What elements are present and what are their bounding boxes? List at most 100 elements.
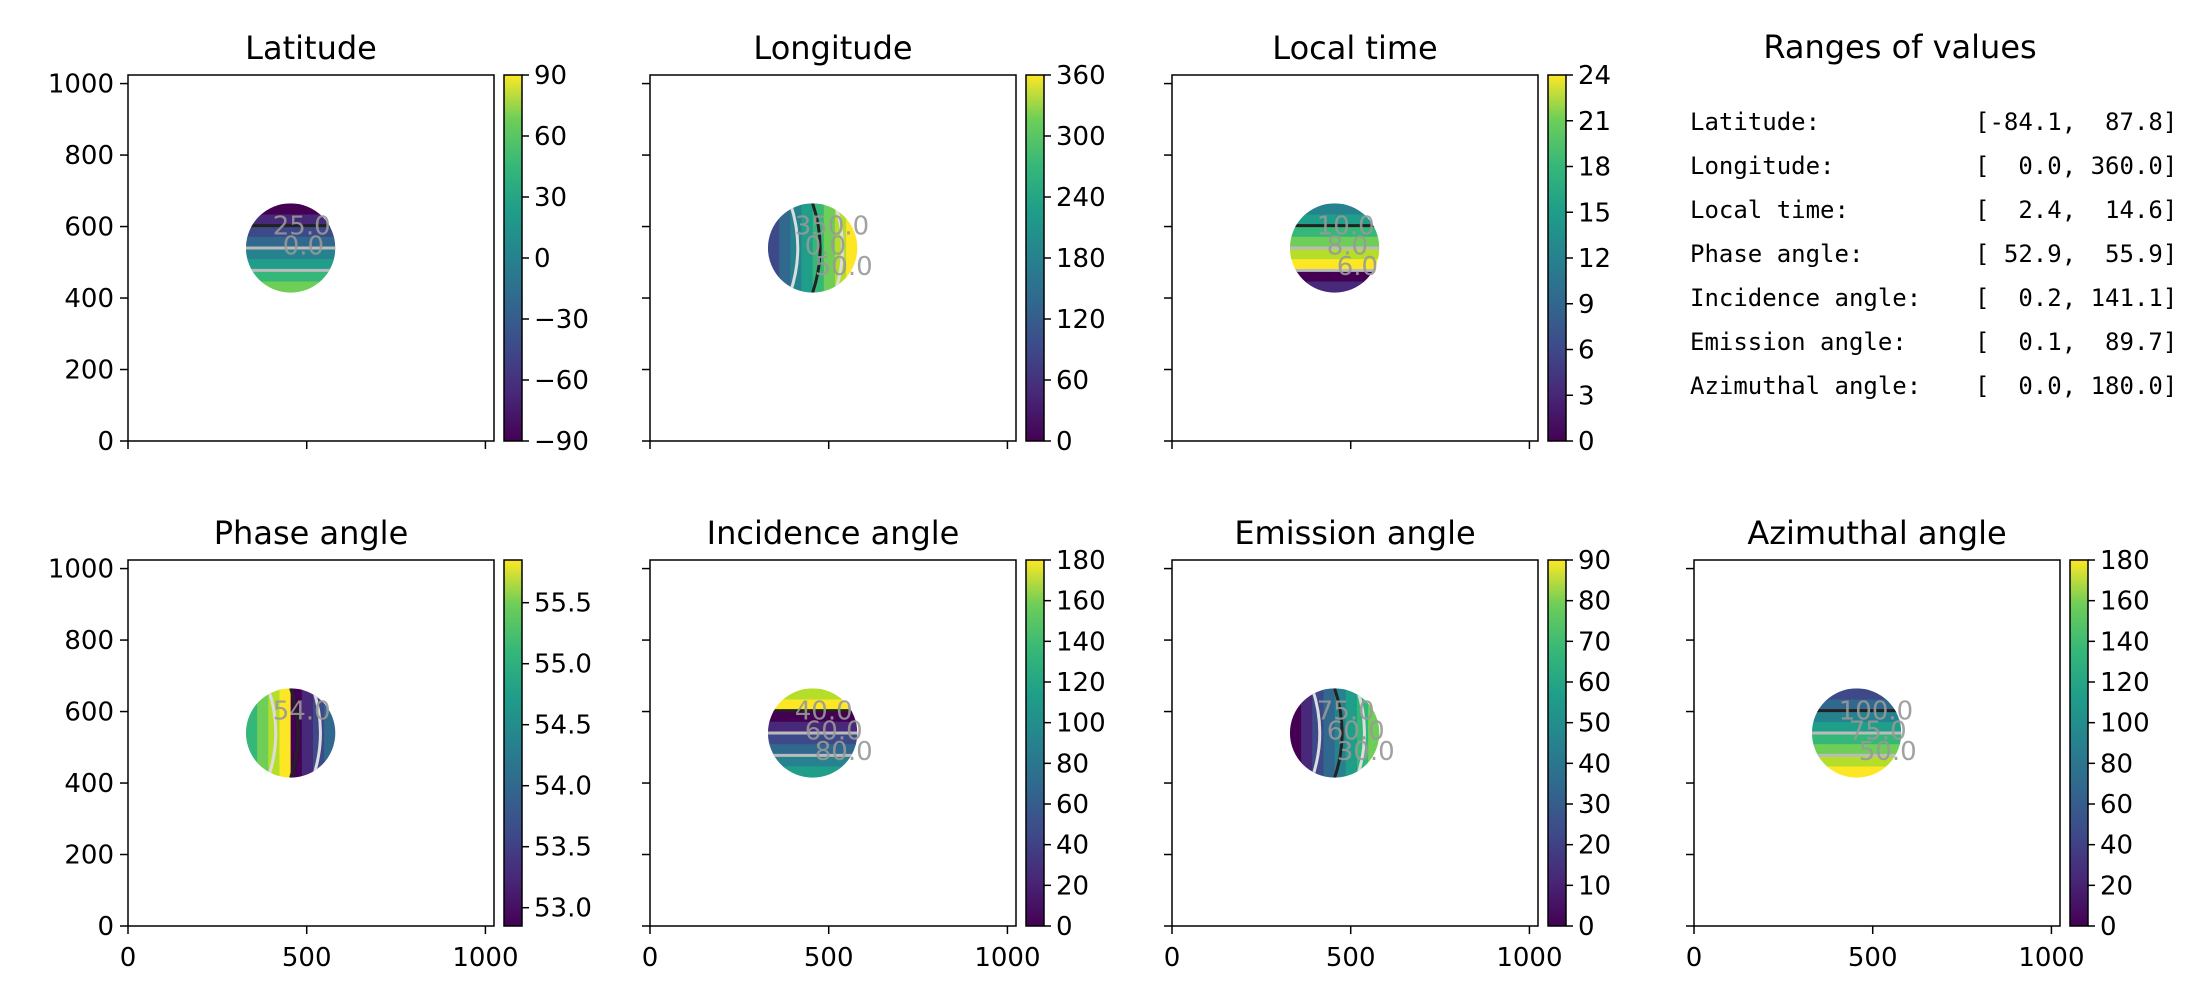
disc-band bbox=[767, 744, 858, 757]
colorbar bbox=[1547, 559, 1567, 927]
contour-line bbox=[1310, 688, 1322, 778]
colorbar-tick-label: 0 bbox=[1578, 912, 1595, 942]
ranges-title: Ranges of values bbox=[1763, 28, 2037, 66]
contour-label: 25.0 bbox=[273, 212, 331, 242]
colorbar-tick-label: 10 bbox=[1578, 871, 1611, 901]
disc-band bbox=[1811, 766, 1902, 778]
range-value: [-84.1, 87.8] bbox=[1975, 108, 2178, 136]
colorbar bbox=[1025, 559, 1045, 927]
colorbar-tick-label: 0 bbox=[534, 244, 551, 274]
colorbar-tick-label: 160 bbox=[2100, 587, 2150, 617]
x-tick-label: 1000 bbox=[1496, 943, 1562, 973]
disc-band bbox=[1811, 721, 1902, 734]
disc-band bbox=[1811, 744, 1902, 757]
colorbar-tick-label: 3 bbox=[1578, 381, 1595, 411]
disc-band bbox=[1301, 688, 1314, 778]
colorbar-tick-label: 120 bbox=[2100, 668, 2150, 698]
range-label: Incidence angle: bbox=[1690, 284, 1922, 312]
disc-band bbox=[1289, 281, 1380, 293]
axes-frame bbox=[649, 559, 1017, 927]
range-value: [ 0.0, 180.0] bbox=[1975, 372, 2178, 400]
disc-band bbox=[1289, 214, 1380, 227]
x-tick-label: 500 bbox=[804, 943, 854, 973]
contour-label: 350.0 bbox=[795, 212, 869, 242]
colorbar-tick-label: 0 bbox=[1056, 912, 1073, 942]
contour-label: 60.0 bbox=[1327, 717, 1385, 747]
range-label: Azimuthal angle: bbox=[1690, 372, 1922, 400]
colorbar-tick-label: 40 bbox=[1056, 831, 1089, 861]
colorbar-tick-label: 15 bbox=[1578, 198, 1611, 228]
y-tick-label: 400 bbox=[64, 769, 114, 799]
colorbar-tick-label: −30 bbox=[534, 305, 589, 335]
disc-band bbox=[767, 699, 858, 712]
panel-latitude: Latitude 25.00.0 0 200 400 600 800 1000 90 60 30 0 −… bbox=[48, 29, 589, 457]
contour-label: 80.0 bbox=[815, 737, 873, 767]
disc-band bbox=[1811, 710, 1902, 723]
contour-label: 60.0 bbox=[805, 717, 863, 747]
colorbar-tick-label: 53.5 bbox=[534, 833, 592, 863]
contour-label: 75.0 bbox=[1317, 697, 1375, 727]
disc-band bbox=[245, 247, 336, 261]
colorbar bbox=[503, 74, 523, 442]
disc-band bbox=[279, 688, 292, 778]
x-tick-label: 0 bbox=[1164, 943, 1181, 973]
colorbar-tick-label: 80 bbox=[1056, 749, 1089, 779]
axes-frame bbox=[649, 74, 1017, 442]
colorbar bbox=[1025, 74, 1045, 442]
range-value: [ 0.1, 89.7] bbox=[1975, 328, 2178, 356]
disc-band bbox=[1368, 688, 1380, 778]
panel-title: Local time bbox=[1272, 29, 1437, 67]
colorbar bbox=[2069, 559, 2089, 927]
disc-band bbox=[1289, 270, 1380, 283]
panel-title: Phase angle bbox=[214, 514, 409, 552]
axes-frame bbox=[1693, 559, 2061, 927]
disc-band bbox=[846, 203, 858, 293]
colorbar-tick-label: 55.0 bbox=[534, 650, 592, 680]
contour-label: 30.0 bbox=[1337, 737, 1395, 767]
colorbar-tick-label: 80 bbox=[2100, 749, 2133, 779]
panel-title: Latitude bbox=[245, 29, 377, 67]
colorbar-tick-label: 60 bbox=[1056, 366, 1089, 396]
disc-band bbox=[823, 203, 836, 293]
colorbar-tick-label: 140 bbox=[1056, 627, 1106, 657]
range-value: [ 0.2, 141.1] bbox=[1975, 284, 2178, 312]
panel-title: Emission angle bbox=[1234, 514, 1475, 552]
disc-band bbox=[245, 236, 336, 249]
colorbar-tick-label: 180 bbox=[2100, 546, 2150, 576]
disc-band bbox=[1811, 755, 1902, 768]
colorbar-tick-label: 54.0 bbox=[534, 772, 592, 802]
colorbar-tick-label: 120 bbox=[1056, 305, 1106, 335]
disc-band bbox=[767, 766, 858, 778]
disc-band bbox=[245, 688, 259, 778]
disc-band bbox=[1289, 225, 1380, 238]
y-tick-label: 600 bbox=[64, 213, 114, 243]
axes-frame bbox=[1171, 559, 1539, 927]
colorbar-tick-label: 360 bbox=[1056, 61, 1106, 91]
colorbar-tick-label: −90 bbox=[534, 427, 589, 457]
x-tick-label: 500 bbox=[1848, 943, 1898, 973]
disc-band bbox=[245, 281, 336, 293]
colorbar-tick-label: 53.0 bbox=[534, 894, 592, 924]
colorbar-tick-label: 0 bbox=[1056, 427, 1073, 457]
contour-label: 8.0 bbox=[1327, 232, 1368, 262]
colorbar-tick-label: 240 bbox=[1056, 183, 1106, 213]
range-label: Local time: bbox=[1690, 196, 1849, 224]
y-tick-label: 800 bbox=[64, 141, 114, 171]
colorbar bbox=[503, 559, 523, 927]
colorbar-tick-label: 20 bbox=[1578, 831, 1611, 861]
contour-line bbox=[1355, 688, 1366, 778]
colorbar bbox=[1547, 74, 1567, 442]
contour-label: 10.0 bbox=[1317, 212, 1375, 242]
colorbar-tick-label: 21 bbox=[1578, 107, 1611, 137]
range-value: [ 2.4, 14.6] bbox=[1975, 196, 2178, 224]
range-label: Phase angle: bbox=[1690, 240, 1864, 268]
colorbar-tick-label: 9 bbox=[1578, 290, 1595, 320]
contour-label: 50.0 bbox=[1859, 737, 1917, 767]
contour-label: 6.0 bbox=[1337, 252, 1378, 282]
disc-band bbox=[1289, 247, 1380, 261]
colorbar-tick-label: 30 bbox=[534, 183, 567, 213]
panel-title: Longitude bbox=[753, 29, 912, 67]
x-tick-label: 0 bbox=[642, 943, 659, 973]
